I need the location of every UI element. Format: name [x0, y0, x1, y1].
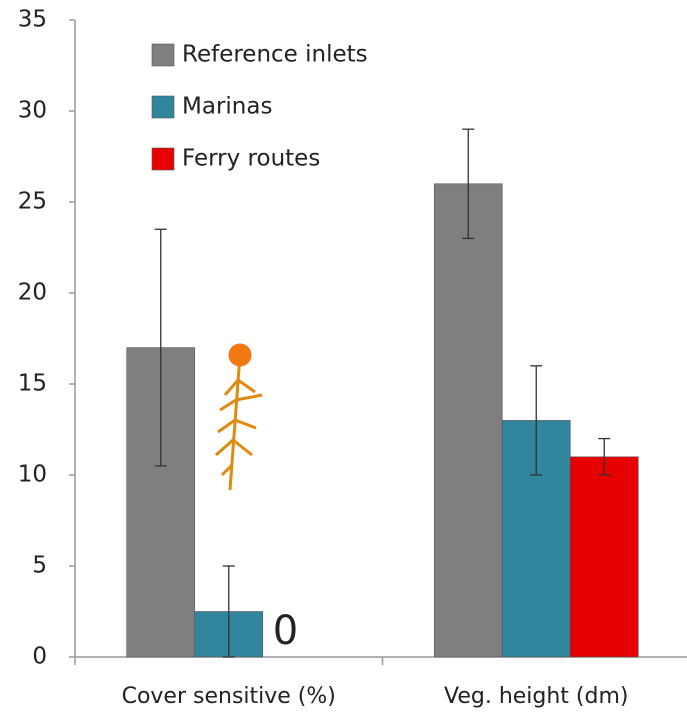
y-tick-label: 30 — [18, 98, 47, 124]
y-tick-label: 15 — [18, 371, 47, 397]
x-tick-label: Cover sensitive (%) — [122, 684, 336, 709]
legend-label: Marinas — [182, 94, 272, 120]
y-tick-label: 5 — [32, 553, 47, 579]
y-tick-label: 20 — [18, 280, 47, 306]
legend-label: Reference inlets — [182, 42, 368, 68]
y-tick-label: 10 — [18, 462, 47, 488]
data-label: 0 — [273, 608, 298, 654]
legend-swatch — [152, 44, 174, 66]
chart: 0 5 10 15 20 25 30 35 Cover sensitive (%) 0 Veg. h… — [0, 0, 687, 720]
plant-illustration — [216, 345, 262, 490]
y-tick-label: 0 — [32, 644, 47, 670]
legend-label: Ferry routes — [182, 146, 320, 172]
y-tick-label: 25 — [18, 189, 47, 215]
bar — [434, 184, 502, 657]
legend-swatch — [152, 148, 174, 170]
y-tick-label: 35 — [18, 7, 47, 33]
x-tick-label: Veg. height (dm) — [444, 684, 629, 709]
legend-swatch — [152, 96, 174, 118]
bar — [570, 457, 638, 657]
